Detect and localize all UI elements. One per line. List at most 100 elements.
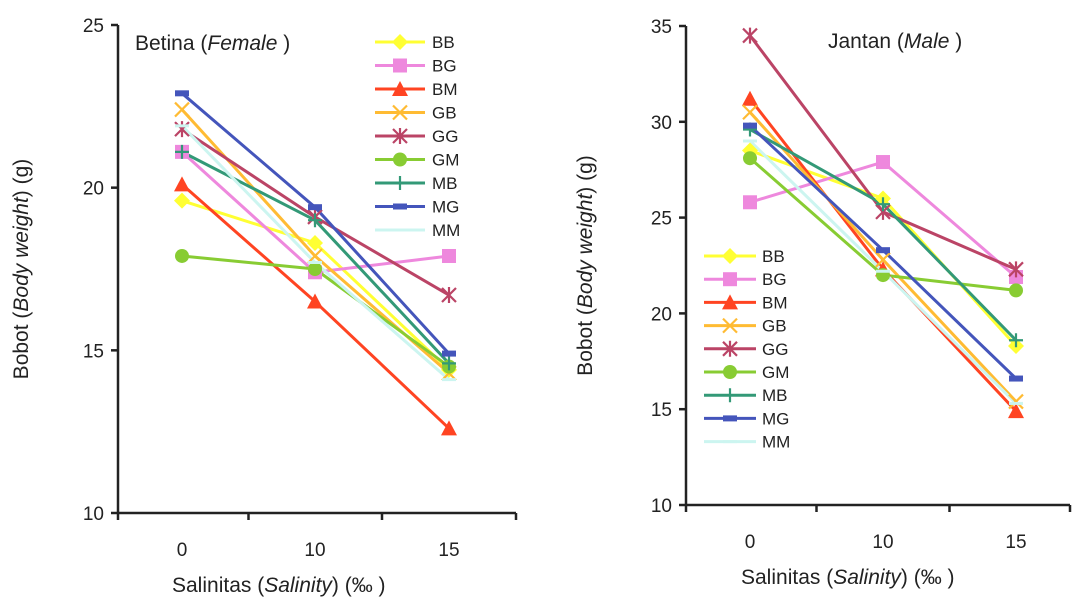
data-point-mg: [743, 122, 757, 129]
data-point-mb: [876, 197, 890, 212]
x-axis-title-italic: Salinity: [264, 574, 333, 597]
legend-marker-gg: [722, 340, 738, 357]
y-axis-title-text: Bobot (: [10, 312, 33, 380]
legend-marker-bm: [722, 294, 738, 310]
legend-label-mg: MG: [762, 409, 789, 428]
panel-title-close: ): [949, 30, 962, 53]
data-point-mg: [308, 204, 322, 211]
data-point-bg: [876, 155, 890, 170]
legend-marker-gm: [723, 365, 737, 379]
legend-label-gm: GM: [762, 363, 789, 382]
data-point-gm: [743, 151, 757, 166]
data-point-gm: [1009, 283, 1023, 298]
data-point-mm: [743, 139, 757, 143]
panel-title: Jantan (Male ): [828, 30, 962, 53]
legend-label-gg: GG: [762, 340, 788, 359]
legend-label-mm: MM: [762, 433, 790, 452]
data-point-mb: [175, 144, 189, 159]
data-point-gm: [308, 262, 322, 276]
legend-marker-bg: [393, 58, 407, 73]
data-point-mm: [876, 269, 890, 273]
x-tick-label: 0: [177, 540, 188, 561]
y-axis-title-unit: ) (g): [574, 155, 597, 194]
y-tick-label: 25: [651, 209, 672, 230]
legend-marker-gg: [392, 128, 408, 144]
panel-title-text: Jantan (: [828, 30, 904, 53]
data-point-bb: [307, 234, 323, 251]
legend-label-gm: GM: [432, 151, 459, 170]
x-axis-title-text: Salinitas (: [172, 574, 264, 597]
legend-label-gg: GG: [432, 127, 458, 146]
data-point-bm: [742, 90, 758, 106]
legend-marker-mg: [723, 415, 737, 422]
legend-marker-mg: [393, 203, 407, 210]
legend-marker-mb: [723, 388, 737, 403]
legend-label-bb: BB: [432, 33, 455, 52]
y-tick-label: 15: [83, 341, 104, 362]
data-point-mb: [1009, 333, 1023, 348]
legend-label-mm: MM: [432, 221, 460, 240]
legend-marker-gb: [392, 104, 408, 121]
x-axis-title: Salinitas (Salinity) (‰ ): [172, 574, 386, 597]
data-point-gm: [175, 248, 189, 263]
x-tick-label: 10: [872, 532, 893, 553]
legend-label-bb: BB: [762, 247, 785, 266]
y-tick-label: 10: [651, 496, 672, 517]
legend-marker-bb: [722, 248, 738, 264]
data-point-gb: [742, 104, 758, 120]
legend-marker-mm: [393, 228, 407, 232]
y-tick-label: 20: [651, 304, 672, 325]
data-point-bm: [174, 176, 190, 192]
data-point-mg: [876, 247, 890, 254]
data-point-mb: [308, 213, 322, 228]
data-point-mb: [442, 356, 456, 371]
legend: BB BG BM GB GG GM MB MG MM: [704, 247, 790, 452]
x-tick-label: 0: [745, 532, 756, 553]
legend-label-mg: MG: [432, 198, 459, 217]
panel-title-text: Betina (: [135, 32, 207, 55]
data-point-bg: [442, 248, 456, 263]
data-point-bb: [174, 192, 190, 209]
data-point-bm: [441, 420, 457, 436]
x-tick-label: 15: [438, 540, 459, 561]
data-point-mm: [308, 260, 322, 264]
legend-marker-mm: [723, 440, 737, 444]
legend-label-gb: GB: [762, 317, 787, 336]
data-point-bm: [307, 293, 323, 309]
data-point-mg: [1009, 375, 1023, 382]
legend-label-gb: GB: [432, 104, 457, 123]
y-tick-label: 30: [651, 113, 672, 134]
data-point-gb: [174, 101, 190, 118]
data-point-gg: [1008, 261, 1024, 278]
x-axis-title-text: Salinitas (: [741, 566, 833, 589]
x-tick-label: 10: [304, 540, 325, 561]
data-point-gb: [875, 251, 891, 268]
data-point-mg: [175, 90, 189, 97]
x-axis-title: Salinitas (Salinity) (‰ ): [741, 566, 955, 589]
y-tick-label: 35: [651, 17, 672, 38]
y-axis-title-text: Bobot (: [574, 308, 597, 376]
legend-label-bm: BM: [432, 80, 458, 99]
y-tick-label: 15: [651, 400, 672, 421]
legend-label-mb: MB: [762, 386, 788, 405]
legend-label-bm: BM: [762, 293, 788, 312]
x-tick-label: 15: [1005, 532, 1026, 553]
data-point-bm: [1008, 403, 1024, 419]
data-point-mg: [442, 350, 456, 357]
panel-title-italic: Male: [904, 30, 950, 53]
panel-title-italic: Female: [207, 32, 277, 55]
y-axis-title-italic: Body weight: [574, 193, 597, 309]
y-axis-title: Bobot (Body weight) (g): [574, 155, 597, 376]
x-axis-title-italic: Salinity: [833, 566, 902, 589]
legend-marker-bb: [392, 34, 408, 50]
y-tick-label: 20: [83, 179, 104, 200]
data-point-mm: [442, 378, 456, 382]
series-line-mm: [180, 124, 450, 381]
legend-marker-bm: [392, 81, 408, 96]
data-point-mm: [1009, 401, 1023, 405]
y-axis-title-italic: Body weight: [10, 196, 33, 312]
y-tick-label: 25: [83, 16, 104, 37]
y-axis-title-unit: ) (g): [10, 159, 33, 198]
panel-title-close: ): [277, 32, 290, 55]
legend-marker-gm: [393, 152, 407, 167]
